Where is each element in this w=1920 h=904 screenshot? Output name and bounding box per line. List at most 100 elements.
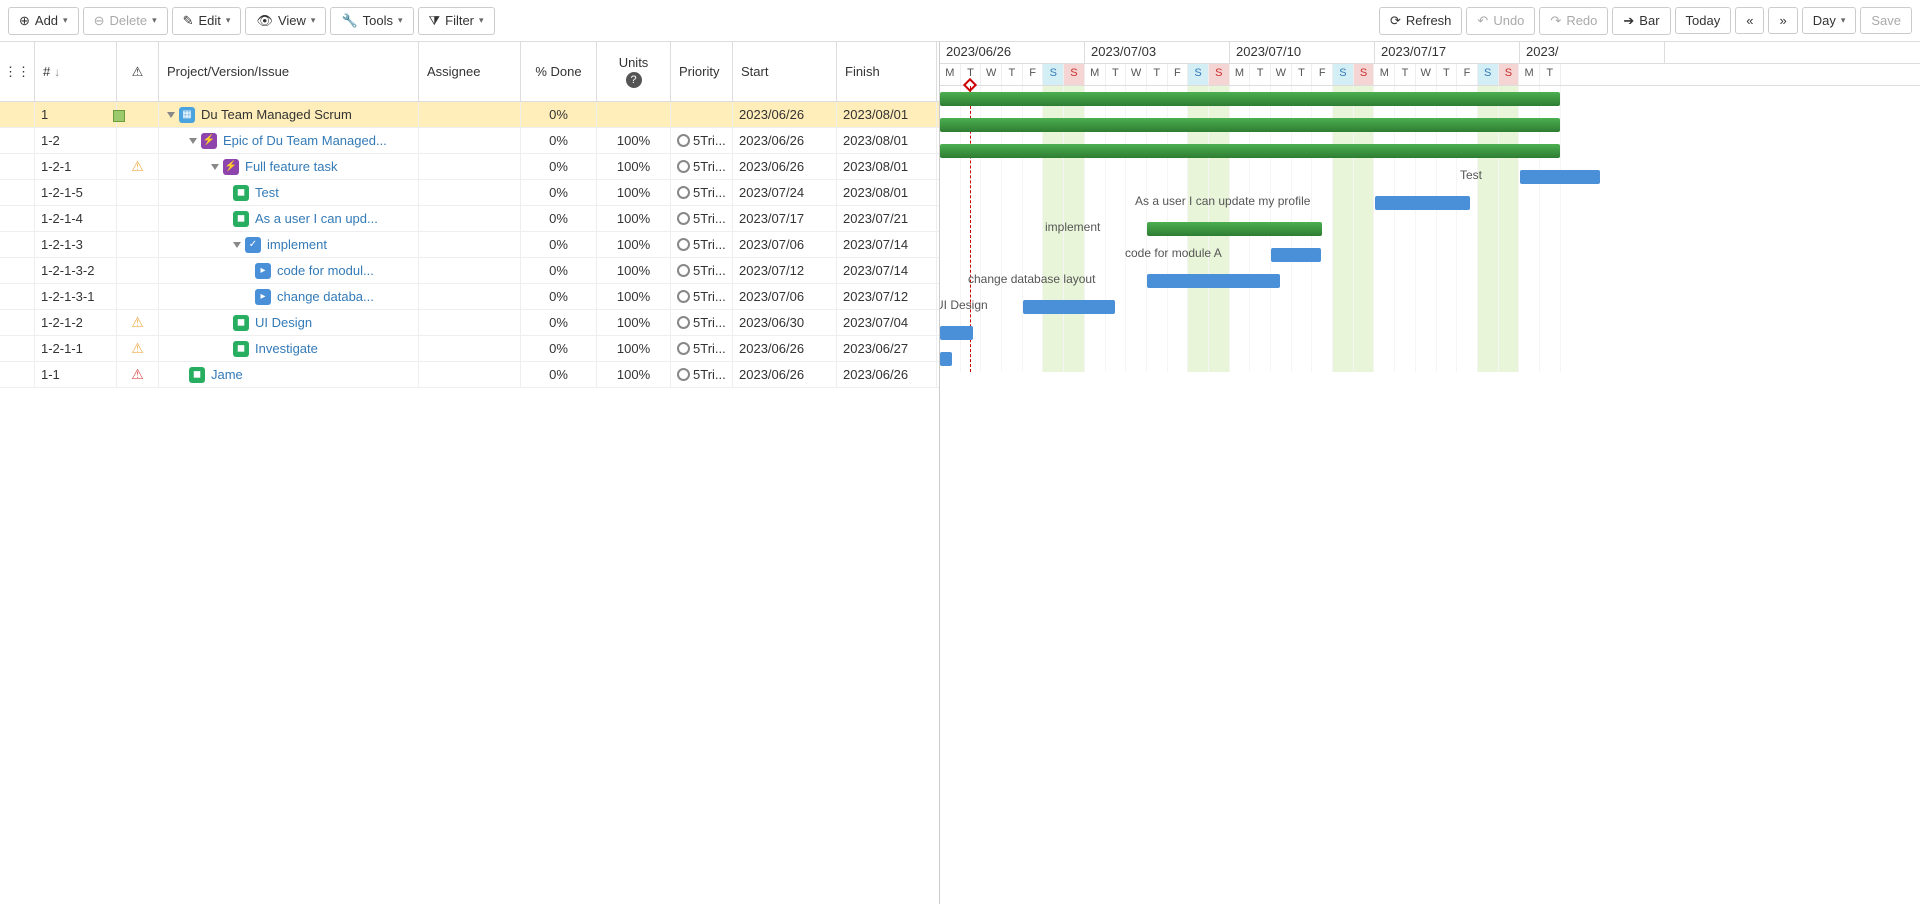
zoom-button[interactable]: Day▾ (1802, 7, 1857, 34)
start-header[interactable]: Start (733, 42, 837, 101)
task-name[interactable]: Jame (211, 367, 243, 382)
gantt-bar[interactable] (1023, 300, 1115, 314)
next-button[interactable]: » (1768, 7, 1797, 34)
row-assignee (419, 258, 521, 283)
sort-arrow-icon: ↓ (54, 65, 60, 79)
task-name[interactable]: As a user I can upd... (255, 211, 378, 226)
gantt-bar[interactable] (1520, 170, 1600, 184)
row-resize-handle[interactable] (113, 110, 125, 122)
gantt-bar[interactable] (940, 144, 1560, 158)
row-id: 1-2-1-3-2 (35, 258, 117, 283)
table-row[interactable]: 1-2-1⚠⚡Full feature task0%100%5Tri...202… (0, 154, 939, 180)
edit-button[interactable]: ✎Edit▾ (172, 7, 242, 35)
task-name[interactable]: change databa... (277, 289, 374, 304)
pvi-header[interactable]: Project/Version/Issue (159, 42, 419, 101)
warn-header[interactable]: ⚠ (117, 42, 159, 101)
gantt-bar[interactable] (1147, 274, 1280, 288)
type-icon: ⚡ (223, 159, 239, 175)
row-warn: ⚠ (117, 336, 159, 361)
gantt-bar[interactable] (940, 326, 973, 340)
save-button[interactable]: Save (1860, 7, 1912, 34)
row-name-cell[interactable]: ◼UI Design (159, 310, 419, 335)
gantt-bar[interactable] (940, 352, 952, 366)
gantt-bar[interactable] (940, 118, 1560, 132)
task-name[interactable]: Test (255, 185, 279, 200)
today-button[interactable]: Today (1675, 7, 1732, 34)
row-name-cell[interactable]: ▸code for modul... (159, 258, 419, 283)
priority-icon (677, 368, 690, 381)
table-row[interactable]: 1-2-1-3✓implement0%100%5Tri...2023/07/06… (0, 232, 939, 258)
units-header[interactable]: Units? (597, 42, 671, 101)
row-name-cell[interactable]: ◼As a user I can upd... (159, 206, 419, 231)
row-warn (117, 284, 159, 309)
row-name-cell[interactable]: ⚡ Full feature task (159, 154, 419, 179)
done-header[interactable]: % Done (521, 42, 597, 101)
task-name[interactable]: code for modul... (277, 263, 374, 278)
assignee-header[interactable]: Assignee (419, 42, 521, 101)
row-start: 2023/06/26 (733, 362, 837, 387)
num-header[interactable]: #↓ (35, 42, 117, 101)
row-name-cell[interactable]: ◼Investigate (159, 336, 419, 361)
gantt-bar[interactable] (940, 92, 1560, 106)
gantt-row (940, 112, 1920, 138)
table-row[interactable]: 1-1⚠◼Jame0%100%5Tri...2023/06/262023/06/… (0, 362, 939, 388)
row-warn: ⚠ (117, 310, 159, 335)
row-start: 2023/06/26 (733, 128, 837, 153)
row-done: 0% (521, 310, 597, 335)
row-name-cell[interactable]: ⚡Epic of Du Team Managed... (159, 128, 419, 153)
table-row[interactable]: 1-2-1-4◼As a user I can upd...0%100%5Tri… (0, 206, 939, 232)
row-finish: 2023/08/01 (837, 128, 937, 153)
table-row[interactable]: 1▦Du Team Managed Scrum0%2023/06/262023/… (0, 102, 939, 128)
gantt-bar[interactable] (1271, 248, 1321, 262)
day-header: T (1540, 64, 1561, 85)
task-name[interactable]: Full feature task (245, 159, 338, 174)
table-row[interactable]: 1-2-1-5◼Test0%100%5Tri...2023/07/242023/… (0, 180, 939, 206)
refresh-button[interactable]: ⟳Refresh (1379, 7, 1462, 35)
help-icon[interactable]: ? (626, 72, 642, 88)
finish-header[interactable]: Finish (837, 42, 937, 101)
expand-icon[interactable] (211, 164, 219, 170)
table-row[interactable]: 1-2-1-3-2▸code for modul...0%100%5Tri...… (0, 258, 939, 284)
bar-button[interactable]: ➔Bar (1612, 7, 1670, 35)
row-warn (117, 180, 159, 205)
task-name[interactable]: implement (267, 237, 327, 252)
expand-icon[interactable] (189, 138, 197, 144)
priority-header[interactable]: Priority (671, 42, 733, 101)
day-header: M (1519, 64, 1540, 85)
redo-button[interactable]: ↷Redo (1539, 7, 1608, 35)
priority-icon (677, 186, 690, 199)
table-row[interactable]: 1-2-1-3-1▸change databa...0%100%5Tri...2… (0, 284, 939, 310)
table-row[interactable]: 1-2-1-1⚠◼Investigate0%100%5Tri...2023/06… (0, 336, 939, 362)
day-header: W (1126, 64, 1147, 85)
task-name[interactable]: UI Design (255, 315, 312, 330)
gantt-row (940, 346, 1920, 372)
gantt-bar[interactable] (1147, 222, 1322, 236)
task-name[interactable]: Epic of Du Team Managed... (223, 133, 387, 148)
delete-button[interactable]: ⊖Delete▾ (83, 7, 168, 35)
gantt-bar-label: As a user I can update my profile (1135, 194, 1310, 208)
row-name-cell[interactable]: ◼Jame (159, 362, 419, 387)
add-button[interactable]: ⊕Add▾ (8, 7, 79, 35)
row-name-cell[interactable]: ▦Du Team Managed Scrum (159, 102, 419, 127)
row-units: 100% (597, 336, 671, 361)
expand-icon[interactable] (233, 242, 241, 248)
prev-button[interactable]: « (1735, 7, 1764, 34)
gantt-row: As a user I can update my profile (940, 190, 1920, 216)
tools-button[interactable]: 🔧Tools▾ (330, 7, 413, 35)
drag-handle-header: ⋮⋮ (0, 42, 35, 101)
day-header: F (1312, 64, 1333, 85)
gantt-bar[interactable] (1375, 196, 1470, 210)
expand-icon[interactable] (167, 112, 175, 118)
row-name-cell[interactable]: ✓implement (159, 232, 419, 257)
filter-button[interactable]: ⧩Filter▾ (418, 7, 495, 35)
row-name-cell[interactable]: ◼Test (159, 180, 419, 205)
row-name-cell[interactable]: ▸change databa... (159, 284, 419, 309)
table-row[interactable]: 1-2-1-2⚠◼UI Design0%100%5Tri...2023/06/3… (0, 310, 939, 336)
undo-button[interactable]: ↶Undo (1466, 7, 1535, 35)
row-priority: 5Tri... (671, 362, 733, 387)
day-header: M (1374, 64, 1395, 85)
table-row[interactable]: 1-2⚡Epic of Du Team Managed...0%100%5Tri… (0, 128, 939, 154)
task-name[interactable]: Investigate (255, 341, 318, 356)
view-button[interactable]: 👁View▾ (245, 7, 326, 35)
gantt-row: implement (940, 216, 1920, 242)
